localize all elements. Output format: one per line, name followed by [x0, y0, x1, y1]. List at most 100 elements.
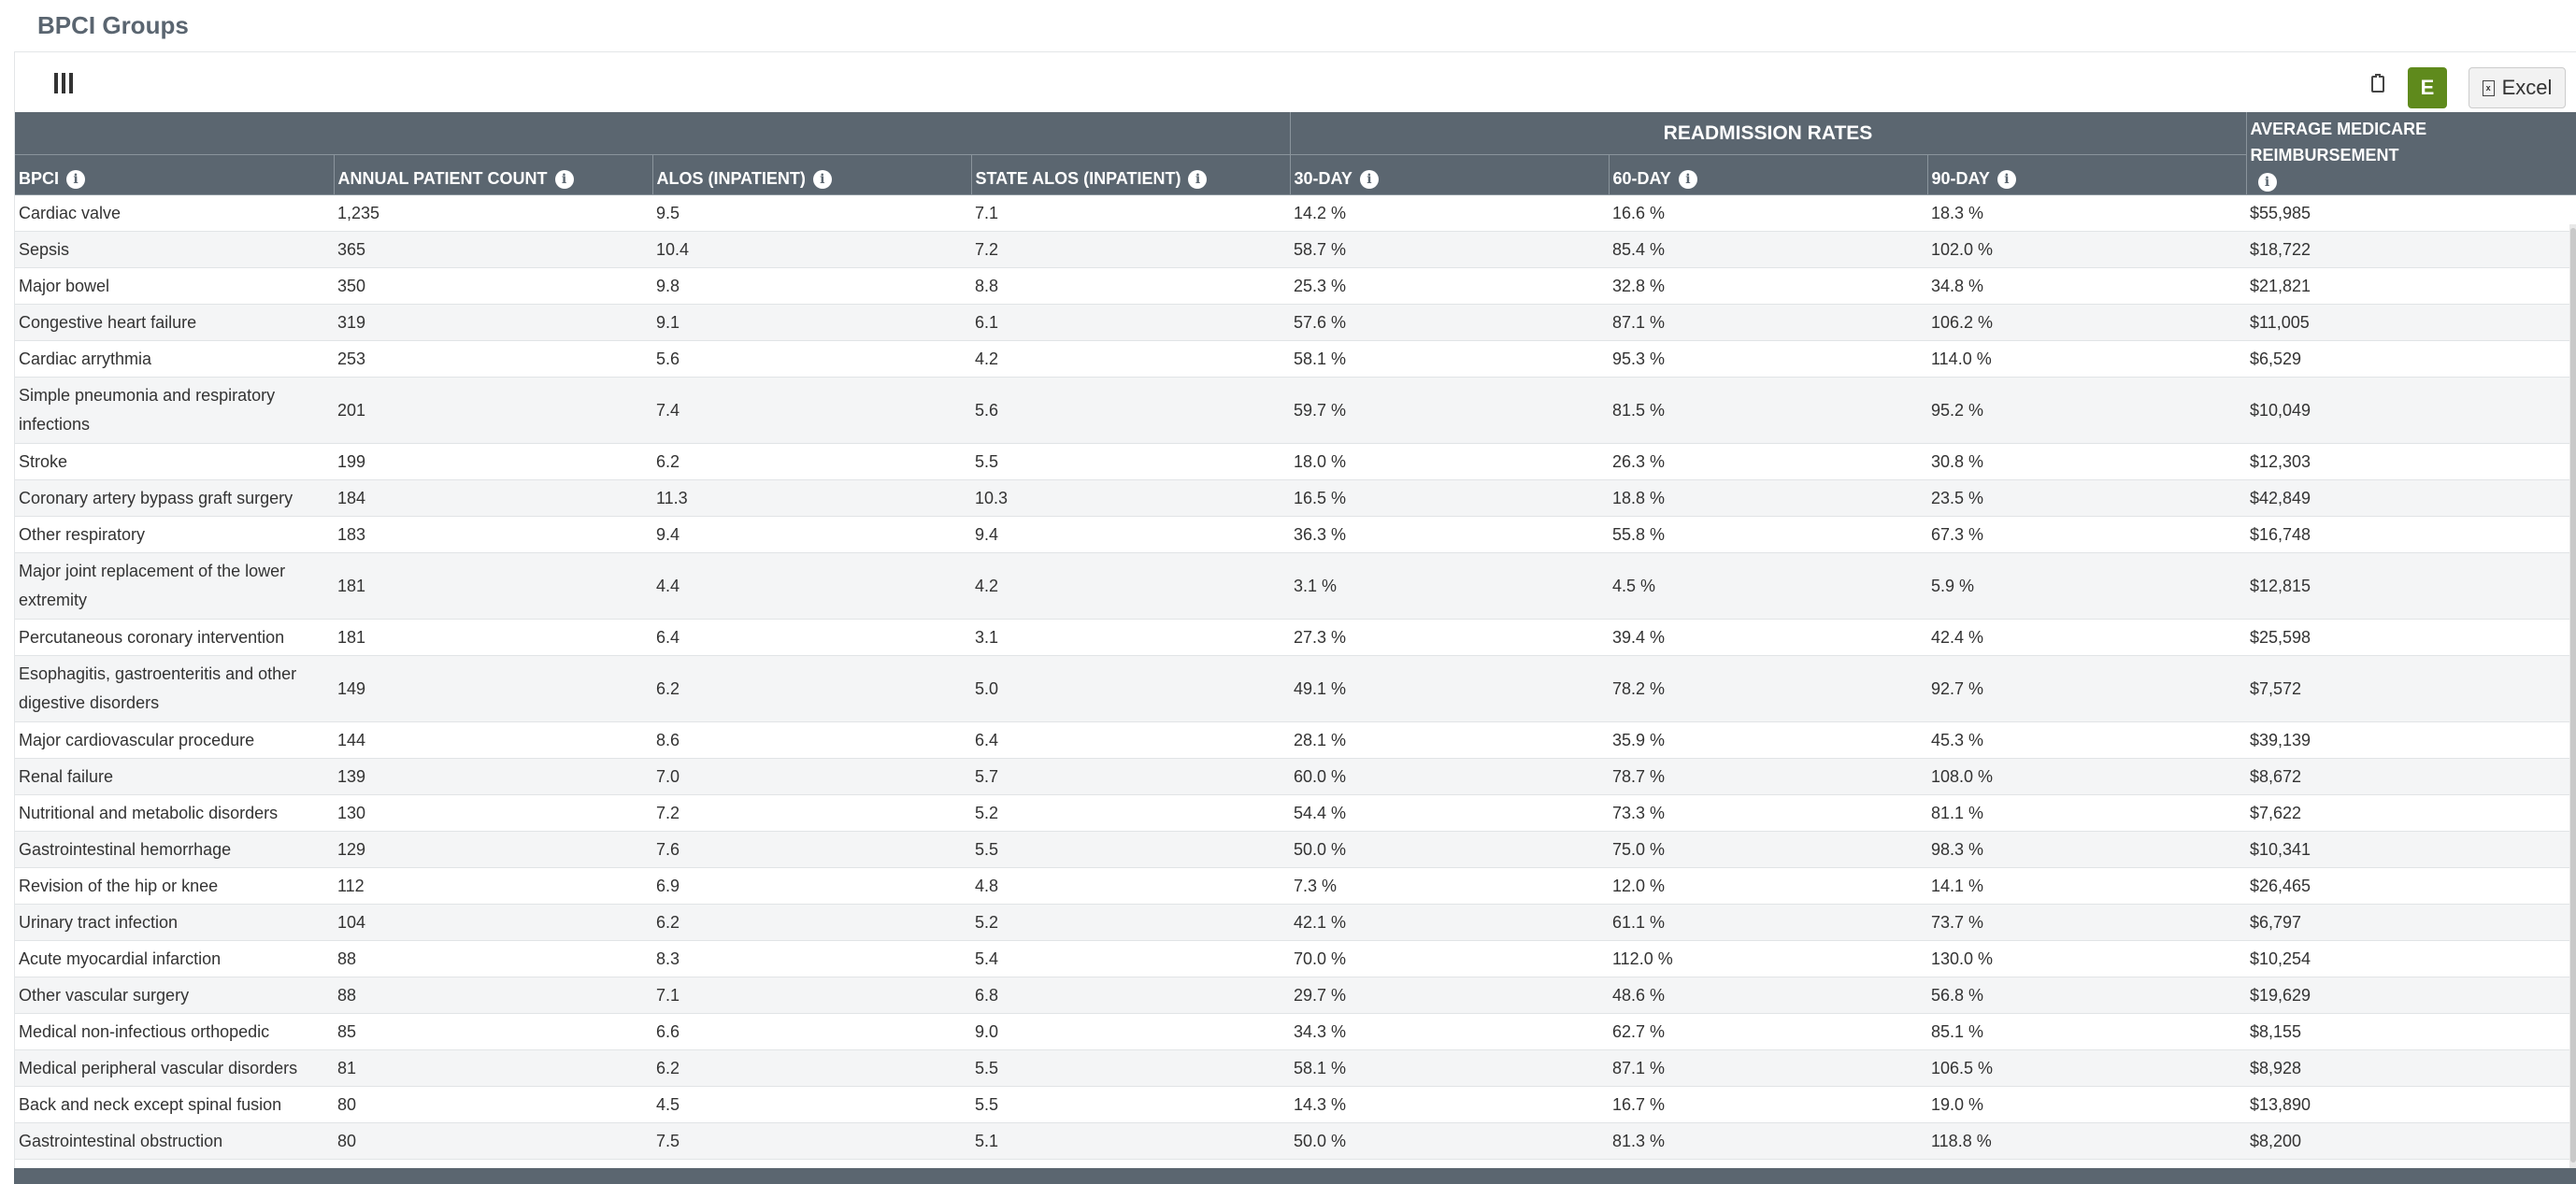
cell-bpci: Major cardiovascular procedure: [15, 721, 334, 759]
cell-avg-reimbursement: $42,849: [2246, 479, 2576, 517]
table-row[interactable]: Major bowel 350 9.8 8.8 25.3 % 32.8 % 34.8 % $2…: [15, 267, 2576, 305]
table-row[interactable]: Stroke 199 6.2 5.5 18.0 % 26.3 % 30.8 % $12,303: [15, 443, 2576, 480]
header-label: STATE ALOS (INPATIENT): [975, 168, 1181, 188]
info-icon[interactable]: i: [2257, 173, 2277, 193]
header-annual-patient-count[interactable]: ANNUAL PATIENT COUNT i: [334, 154, 653, 195]
cell-alos: 11.3: [652, 479, 971, 517]
excel-export-button[interactable]: x Excel: [2469, 67, 2566, 108]
cell-60-day: 32.8 %: [1609, 267, 1927, 305]
table-row[interactable]: Major joint replacement of the lower ext…: [15, 552, 2576, 620]
table-row[interactable]: Medical peripheral vascular disorders 81 6…: [15, 1049, 2576, 1087]
table-row[interactable]: Urinary tract infection 104 6.2 5.2 42.1 % 61…: [15, 904, 2576, 941]
cell-30-day: 27.3 %: [1290, 619, 1609, 656]
header-avg-reimbursement[interactable]: AVERAGE MEDICARE REIMBURSEMENT i: [2246, 112, 2576, 195]
columns-toggle-icon[interactable]: [52, 73, 75, 93]
cell-60-day: 4.5 %: [1609, 552, 1927, 620]
cell-60-day: 48.6 %: [1609, 977, 1927, 1014]
table-row[interactable]: Sepsis 365 10.4 7.2 58.7 % 85.4 % 102.0 % $18,7…: [15, 231, 2576, 268]
cell-60-day: 12.0 %: [1609, 867, 1927, 905]
cell-annual-patient-count: 181: [334, 552, 652, 620]
cell-state-alos: 10.3: [971, 479, 1290, 517]
cell-90-day: 85.1 %: [1927, 1013, 2246, 1050]
info-icon[interactable]: i: [66, 170, 86, 189]
excel-label: Excel: [2501, 76, 2553, 99]
header-state-alos[interactable]: STATE ALOS (INPATIENT) i: [971, 154, 1291, 195]
cell-state-alos: 5.5: [971, 443, 1290, 480]
cell-30-day: 60.0 %: [1290, 758, 1609, 795]
table-row[interactable]: Medical non-infectious orthopedic 85 6.6 9.…: [15, 1013, 2576, 1050]
table-row[interactable]: Revision of the hip or knee 112 6.9 4.8 7.3 …: [15, 867, 2576, 905]
cell-90-day: 19.0 %: [1927, 1086, 2246, 1123]
header-alos[interactable]: ALOS (INPATIENT) i: [652, 154, 972, 195]
clipboard-icon[interactable]: [2371, 74, 2384, 93]
cell-avg-reimbursement: $21,821: [2246, 267, 2576, 305]
table-row[interactable]: Nutritional and metabolic disorders 130 7.…: [15, 794, 2576, 832]
cell-state-alos: 5.5: [971, 1049, 1290, 1087]
cell-30-day: 7.3 %: [1290, 867, 1609, 905]
cell-state-alos: 8.8: [971, 267, 1290, 305]
table-row[interactable]: Gastrointestinal obstruction 80 7.5 5.1 50.0…: [15, 1122, 2576, 1160]
table-body: Cardiac valve 1,235 9.5 7.1 14.2 % 16.6 % 18.3…: [15, 194, 2576, 1160]
table-row[interactable]: Esophagitis, gastroenteritis and other d…: [15, 655, 2576, 722]
data-grid: READMISSION RATES AVERAGE MEDICARE REIMB…: [15, 112, 2576, 1160]
table-row[interactable]: Congestive heart failure 319 9.1 6.1 57.6 % 8…: [15, 304, 2576, 341]
cell-alos: 7.0: [652, 758, 971, 795]
cell-state-alos: 5.6: [971, 377, 1290, 444]
info-icon[interactable]: i: [1996, 170, 2016, 189]
cell-annual-patient-count: 181: [334, 619, 652, 656]
cell-60-day: 78.2 %: [1609, 655, 1927, 722]
info-icon[interactable]: i: [812, 170, 832, 189]
cell-avg-reimbursement: $11,005: [2246, 304, 2576, 341]
header-bpci[interactable]: BPCI i: [15, 154, 335, 195]
table-row[interactable]: Percutaneous coronary intervention 181 6.4…: [15, 619, 2576, 656]
cell-60-day: 75.0 %: [1609, 831, 1927, 868]
cell-avg-reimbursement: $6,797: [2246, 904, 2576, 941]
info-icon[interactable]: i: [1359, 170, 1379, 189]
cell-state-alos: 5.2: [971, 904, 1290, 941]
cell-annual-patient-count: 199: [334, 443, 652, 480]
cell-90-day: 95.2 %: [1927, 377, 2246, 444]
vertical-scrollbar[interactable]: [2569, 224, 2576, 1168]
cell-annual-patient-count: 184: [334, 479, 652, 517]
header-label: 30-DAY: [1294, 168, 1352, 188]
table-row[interactable]: Acute myocardial infarction 88 8.3 5.4 70.0 …: [15, 940, 2576, 977]
table-row[interactable]: Cardiac valve 1,235 9.5 7.1 14.2 % 16.6 % 18.3…: [15, 194, 2576, 232]
table-row[interactable]: Simple pneumonia and respiratory infecti…: [15, 377, 2576, 444]
header-90-day[interactable]: 90-DAY i: [1927, 154, 2247, 195]
table-row[interactable]: Gastrointestinal hemorrhage 129 7.6 5.5 50.0…: [15, 831, 2576, 868]
table-row[interactable]: Back and neck except spinal fusion 80 4.5 5…: [15, 1086, 2576, 1123]
cell-alos: 9.5: [652, 194, 971, 232]
info-icon[interactable]: i: [1188, 170, 1208, 189]
info-icon[interactable]: i: [554, 170, 574, 189]
cell-alos: 8.3: [652, 940, 971, 977]
cell-state-alos: 5.1: [971, 1122, 1290, 1160]
table-row[interactable]: Renal failure 139 7.0 5.7 60.0 % 78.7 % 108.0 …: [15, 758, 2576, 795]
bpci-table: READMISSION RATES AVERAGE MEDICARE REIMB…: [15, 112, 2576, 1160]
cell-state-alos: 3.1: [971, 619, 1290, 656]
table-row[interactable]: Cardiac arrythmia 253 5.6 4.2 58.1 % 95.3 % 11…: [15, 340, 2576, 378]
cell-90-day: 34.8 %: [1927, 267, 2246, 305]
cell-bpci: Stroke: [15, 443, 334, 480]
table-row[interactable]: Other vascular surgery 88 7.1 6.8 29.7 % 48.6…: [15, 977, 2576, 1014]
cell-bpci: Other respiratory: [15, 516, 334, 553]
cell-90-day: 108.0 %: [1927, 758, 2246, 795]
cell-60-day: 39.4 %: [1609, 619, 1927, 656]
scrollbar-thumb[interactable]: [2570, 228, 2576, 1163]
info-icon[interactable]: i: [1678, 170, 1697, 189]
table-row[interactable]: Major cardiovascular procedure 144 8.6 6.4 2…: [15, 721, 2576, 759]
header-60-day[interactable]: 60-DAY i: [1609, 154, 1928, 195]
cell-90-day: 114.0 %: [1927, 340, 2246, 378]
cell-30-day: 34.3 %: [1290, 1013, 1609, 1050]
cell-30-day: 50.0 %: [1290, 831, 1609, 868]
cell-annual-patient-count: 81: [334, 1049, 652, 1087]
header-30-day[interactable]: 30-DAY i: [1290, 154, 1610, 195]
table-row[interactable]: Other respiratory 183 9.4 9.4 36.3 % 55.8 % 67…: [15, 516, 2576, 553]
cell-60-day: 95.3 %: [1609, 340, 1927, 378]
cell-60-day: 81.3 %: [1609, 1122, 1927, 1160]
cell-alos: 4.5: [652, 1086, 971, 1123]
cell-state-alos: 6.8: [971, 977, 1290, 1014]
cell-90-day: 67.3 %: [1927, 516, 2246, 553]
cell-state-alos: 6.4: [971, 721, 1290, 759]
e-button[interactable]: E: [2408, 67, 2447, 108]
table-row[interactable]: Coronary artery bypass graft surgery 184 1…: [15, 479, 2576, 517]
